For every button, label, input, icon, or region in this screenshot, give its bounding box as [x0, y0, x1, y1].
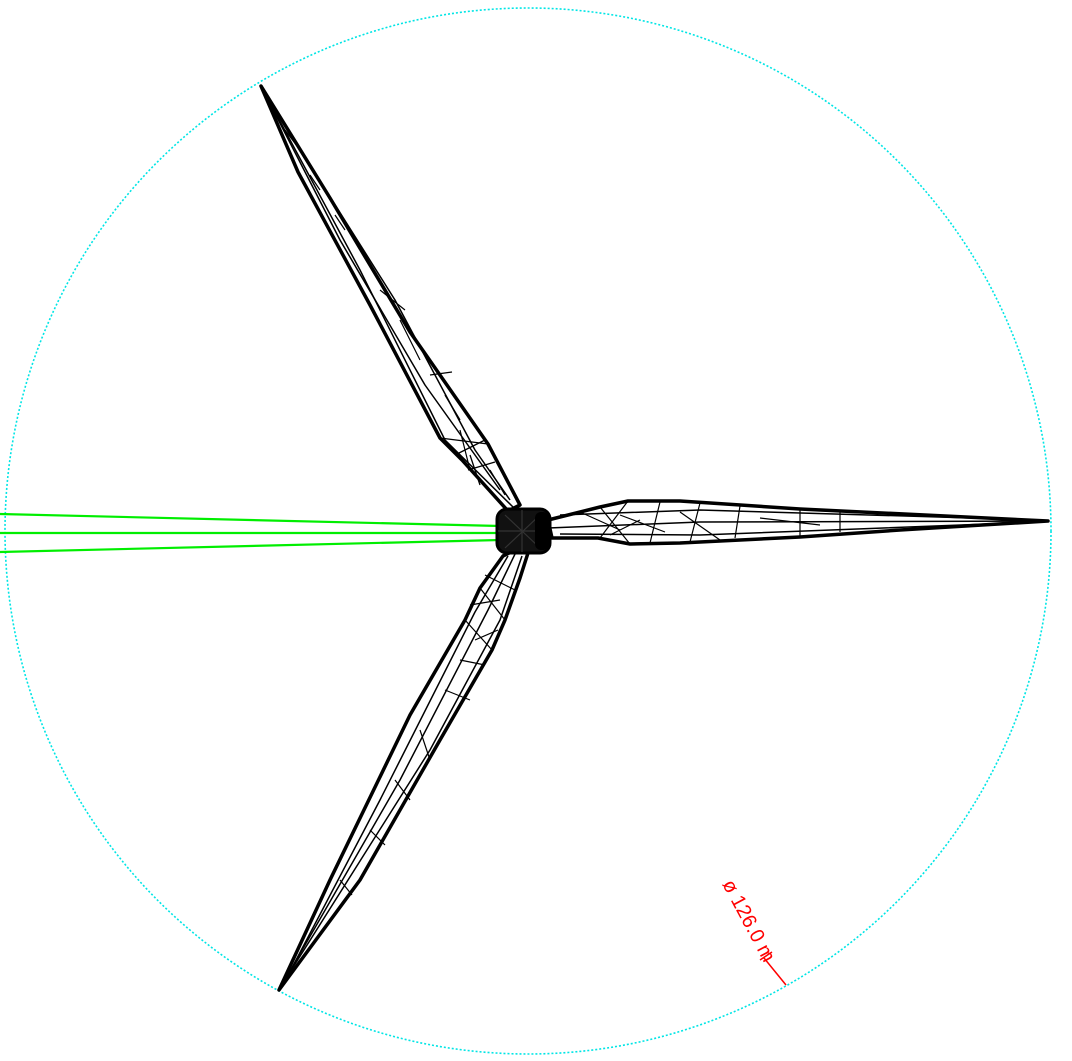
- rotor-circle: [4, 7, 1052, 1055]
- diameter-label: ø 126.0 m: [718, 876, 780, 966]
- blade-lower-left: [277, 548, 530, 992]
- tower-lines: [0, 512, 501, 554]
- dimension-tick: [759, 951, 773, 961]
- blade-upper-left: [259, 84, 522, 513]
- rotor-hub: [495, 507, 552, 555]
- blade-right: [546, 499, 1050, 546]
- dimension-leader-line: [763, 957, 787, 986]
- diameter-dimension: ø 126.0 m: [718, 876, 787, 986]
